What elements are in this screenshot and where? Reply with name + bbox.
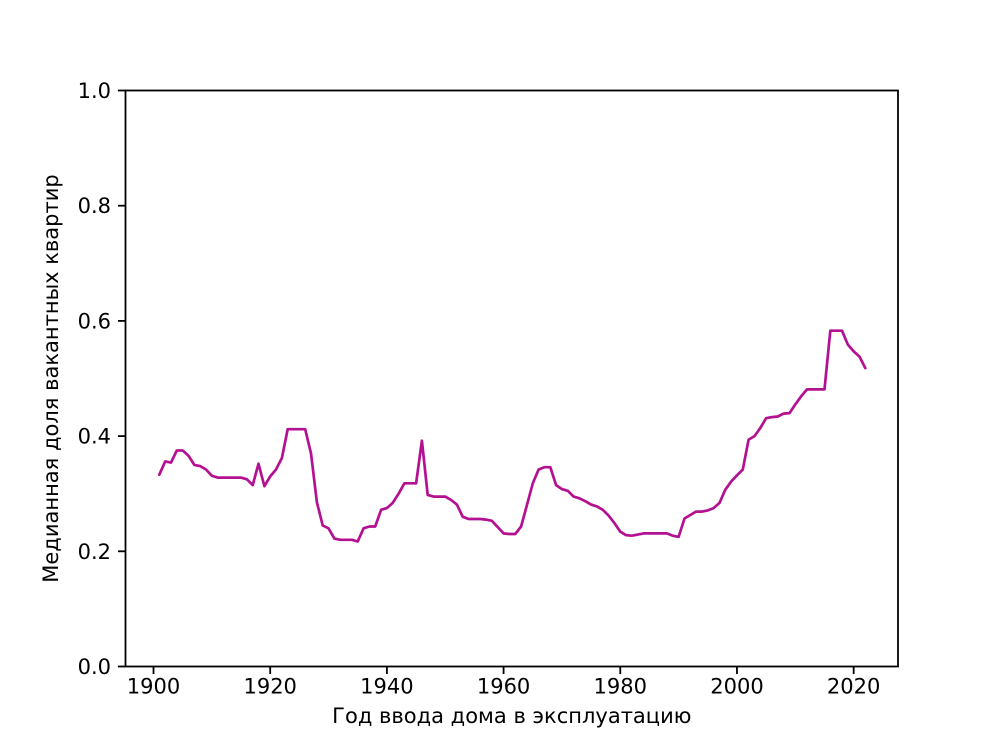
- x-tick-label-1960: 1960: [477, 675, 530, 699]
- x-tick-label-2020: 2020: [827, 675, 880, 699]
- y-tick-label-0.8: 0.8: [78, 194, 111, 218]
- y-tick-label-0.0: 0.0: [78, 655, 111, 679]
- x-tick-label-1920: 1920: [243, 675, 296, 699]
- y-tick-label-0.6: 0.6: [78, 309, 111, 333]
- series: [157, 329, 867, 543]
- x-axis-label: Год ввода дома в эксплуатацию: [332, 704, 691, 728]
- y-axis-label: Медианная доля вакантных квартир: [39, 174, 63, 582]
- x-tick-label-1940: 1940: [360, 675, 413, 699]
- x-tick-label-1980: 1980: [594, 675, 647, 699]
- y-tick-label-0.4: 0.4: [78, 425, 111, 449]
- plot-border: [124, 89, 899, 668]
- y-tick-label-1.0: 1.0: [78, 79, 111, 103]
- y-tick-label-0.2: 0.2: [78, 540, 111, 564]
- series-line: [157, 329, 867, 543]
- x-tick-label-2000: 2000: [710, 675, 763, 699]
- axes: 1900 1920 1940 1960 1980 2000 2020 0.0 0.2 0.4 0.6…: [78, 79, 899, 699]
- x-tick-label-1900: 1900: [127, 675, 180, 699]
